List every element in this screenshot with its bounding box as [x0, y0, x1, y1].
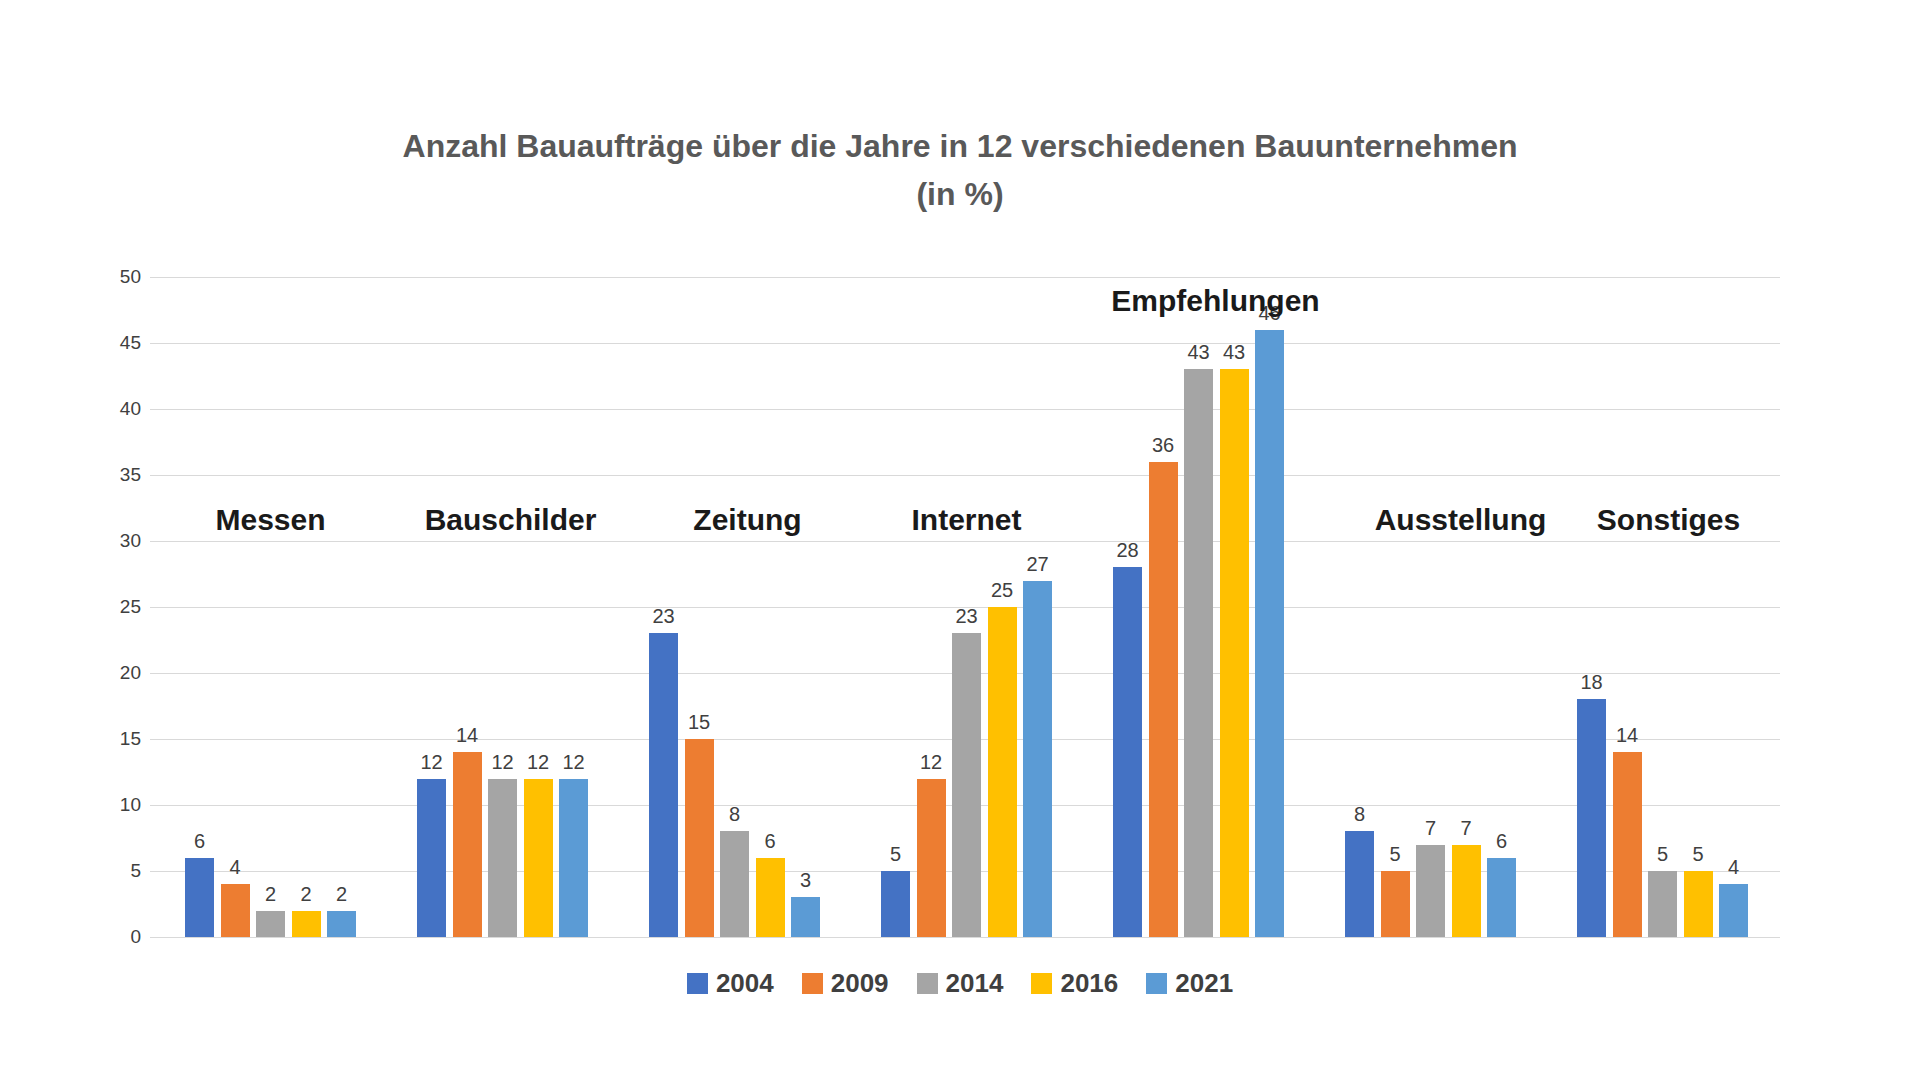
bar-2004-zeitung [649, 633, 678, 937]
y-axis-tick-label-5: 5 [81, 861, 141, 881]
gridline-y-50 [150, 277, 1780, 278]
bar-2016-internet [988, 607, 1017, 937]
y-axis-tick-label-40: 40 [81, 399, 141, 419]
bar-2016-bauschilder [524, 779, 553, 937]
legend-label-2021: 2021 [1175, 968, 1233, 999]
gridline-y-30 [150, 541, 1780, 542]
bar-value-label-2021-messen: 2 [307, 883, 377, 905]
bar-2016-empfehlungen [1220, 369, 1249, 937]
bar-2014-internet [952, 633, 981, 937]
bar-value-label-2021-internet: 27 [1003, 553, 1073, 575]
category-label-sonstiges: Sonstiges [1597, 503, 1740, 537]
bar-value-label-2004-sonstiges: 18 [1557, 671, 1627, 693]
bar-value-label-2009-sonstiges: 14 [1592, 724, 1662, 746]
legend-label-2009: 2009 [831, 968, 889, 999]
category-label-zeitung: Zeitung [693, 503, 801, 537]
bar-value-label-2021-ausstellung: 6 [1467, 830, 1537, 852]
y-axis-tick-label-35: 35 [81, 465, 141, 485]
bar-2021-empfehlungen [1255, 330, 1284, 937]
bar-2014-messen [256, 911, 285, 937]
legend-label-2014: 2014 [946, 968, 1004, 999]
bar-2021-bauschilder [559, 779, 588, 937]
gridline-y-40 [150, 409, 1780, 410]
category-label-empfehlungen: Empfehlungen [1111, 284, 1319, 318]
legend-label-2004: 2004 [716, 968, 774, 999]
y-axis-tick-label-20: 20 [81, 663, 141, 683]
legend-item-2009: 2009 [802, 968, 889, 999]
bar-2014-sonstiges [1648, 871, 1677, 937]
bar-2016-sonstiges [1684, 871, 1713, 937]
bar-value-label-2004-messen: 6 [165, 830, 235, 852]
legend-swatch-2016 [1031, 973, 1052, 994]
bar-value-label-2021-sonstiges: 4 [1699, 856, 1769, 878]
legend-swatch-2004 [687, 973, 708, 994]
y-axis-tick-label-45: 45 [81, 333, 141, 353]
legend-swatch-2009 [802, 973, 823, 994]
legend-swatch-2014 [917, 973, 938, 994]
bar-2004-bauschilder [417, 779, 446, 937]
y-axis-tick-label-25: 25 [81, 597, 141, 617]
bar-2021-ausstellung [1487, 858, 1516, 937]
bar-2021-sonstiges [1719, 884, 1748, 937]
category-label-internet: Internet [911, 503, 1021, 537]
gridline-y-35 [150, 475, 1780, 476]
bar-2016-messen [292, 911, 321, 937]
legend-item-2021: 2021 [1146, 968, 1233, 999]
bar-2016-ausstellung [1452, 845, 1481, 937]
y-axis-tick-label-10: 10 [81, 795, 141, 815]
bar-2021-zeitung [791, 897, 820, 937]
bar-2009-internet [917, 779, 946, 937]
bar-value-label-2004-ausstellung: 8 [1325, 803, 1395, 825]
legend: 2004 2009 2014 2016 2021 [0, 968, 1920, 999]
bar-value-label-2021-zeitung: 3 [771, 869, 841, 891]
bar-value-label-2009-messen: 4 [200, 856, 270, 878]
bar-2014-empfehlungen [1184, 369, 1213, 937]
category-label-messen: Messen [215, 503, 325, 537]
category-label-ausstellung: Ausstellung [1375, 503, 1547, 537]
chart-canvas: Anzahl Bauaufträge über die Jahre in 12 … [0, 0, 1920, 1080]
chart-title-line2: (in %) [0, 170, 1920, 218]
y-axis-tick-label-0: 0 [81, 927, 141, 947]
gridline-y-45 [150, 343, 1780, 344]
legend-item-2004: 2004 [687, 968, 774, 999]
legend-item-2016: 2016 [1031, 968, 1118, 999]
legend-swatch-2021 [1146, 973, 1167, 994]
bar-2004-empfehlungen [1113, 567, 1142, 937]
bar-value-label-2009-zeitung: 15 [664, 711, 734, 733]
bar-value-label-2009-bauschilder: 14 [432, 724, 502, 746]
bar-2009-zeitung [685, 739, 714, 937]
gridline-y-0 [150, 937, 1780, 938]
bar-2021-messen [327, 911, 356, 937]
bar-2014-ausstellung [1416, 845, 1445, 937]
chart-title: Anzahl Bauaufträge über die Jahre in 12 … [0, 122, 1920, 218]
category-label-bauschilder: Bauschilder [425, 503, 597, 537]
bar-value-label-2021-bauschilder: 12 [539, 751, 609, 773]
bar-value-label-2004-zeitung: 23 [629, 605, 699, 627]
y-axis-tick-label-50: 50 [81, 267, 141, 287]
bar-2009-empfehlungen [1149, 462, 1178, 937]
bar-2009-ausstellung [1381, 871, 1410, 937]
y-axis-tick-label-15: 15 [81, 729, 141, 749]
bar-2004-internet [881, 871, 910, 937]
legend-label-2016: 2016 [1060, 968, 1118, 999]
bar-value-label-2014-zeitung: 8 [700, 803, 770, 825]
bar-value-label-2016-zeitung: 6 [735, 830, 805, 852]
bar-2014-bauschilder [488, 779, 517, 937]
chart-title-line1: Anzahl Bauaufträge über die Jahre in 12 … [0, 122, 1920, 170]
bar-2021-internet [1023, 581, 1052, 937]
y-axis-tick-label-30: 30 [81, 531, 141, 551]
legend-item-2014: 2014 [917, 968, 1004, 999]
bar-2009-bauschilder [453, 752, 482, 937]
